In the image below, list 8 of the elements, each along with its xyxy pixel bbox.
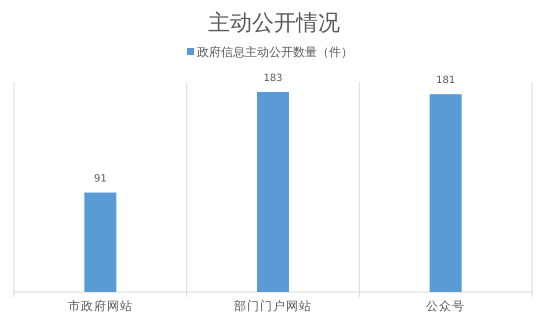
title: 主动公开情况 — [208, 11, 340, 36]
x-tick-label: 部门门户网站 — [234, 299, 312, 313]
x-tick-label: 市政府网站 — [68, 299, 133, 313]
data-label: 91 — [94, 174, 107, 185]
data-label: 181 — [436, 75, 456, 86]
data-label: 183 — [263, 73, 283, 84]
x-tick-label: 公众号 — [426, 299, 466, 313]
legend: 政府信息主动公开数量（件） — [187, 45, 353, 59]
